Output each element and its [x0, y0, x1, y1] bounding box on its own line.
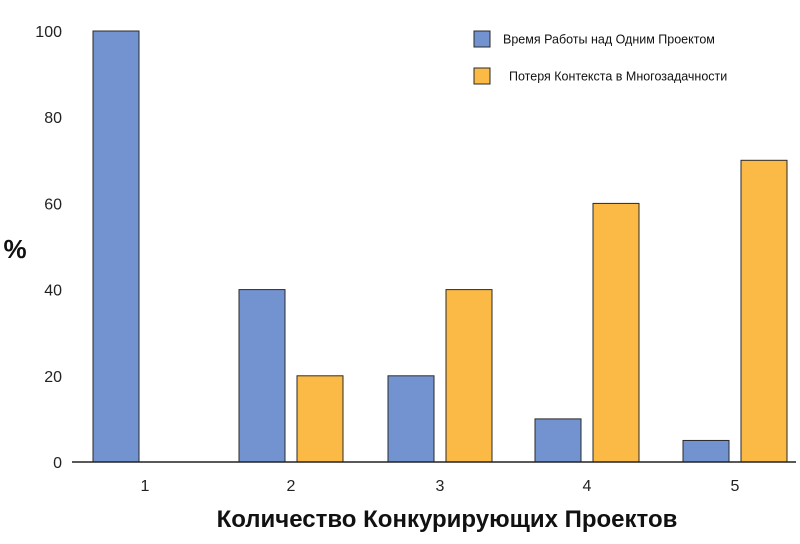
- y-tick-label: 100: [35, 24, 62, 41]
- legend-swatch: [473, 67, 491, 85]
- y-tick-label: 80: [44, 110, 62, 127]
- x-ticks: 1 2 3 4 5: [141, 478, 740, 495]
- bar-context-loss-5: [740, 159, 788, 463]
- x-tick-label: 5: [731, 478, 740, 495]
- y-axis-label: %: [3, 234, 26, 264]
- y-tick-label: 0: [53, 455, 62, 472]
- x-tick-label: 1: [141, 478, 150, 495]
- legend-label: Время Работы над Одним Проектом: [503, 33, 715, 47]
- legend-label: Потеря Контекста в Многозадачности: [509, 70, 727, 84]
- bar-context-loss-2: [296, 375, 344, 463]
- x-axis-label: Количество Конкурирующих Проектов: [217, 506, 678, 533]
- x-tick-label: 2: [287, 478, 296, 495]
- x-tick-label: 4: [583, 478, 592, 495]
- legend: Время Работы над Одним Проектом Потеря Ко…: [473, 30, 727, 85]
- y-tick-label: 60: [44, 196, 62, 213]
- bar-single-project-3: [387, 375, 435, 463]
- y-tick-label: 20: [44, 369, 62, 386]
- bar-single-project-1: [92, 30, 140, 463]
- bar-single-project-4: [534, 418, 582, 463]
- bar-single-project-2: [238, 289, 286, 463]
- x-tick-label: 3: [436, 478, 445, 495]
- y-tick-label: 40: [44, 283, 62, 300]
- bars-layer: [92, 30, 788, 463]
- bar-context-loss-3: [445, 289, 493, 463]
- legend-swatch: [473, 30, 491, 48]
- bar-context-loss-4: [592, 202, 640, 463]
- y-ticks: 0 20 40 60 80 100: [35, 24, 62, 472]
- bar-single-project-5: [682, 439, 730, 463]
